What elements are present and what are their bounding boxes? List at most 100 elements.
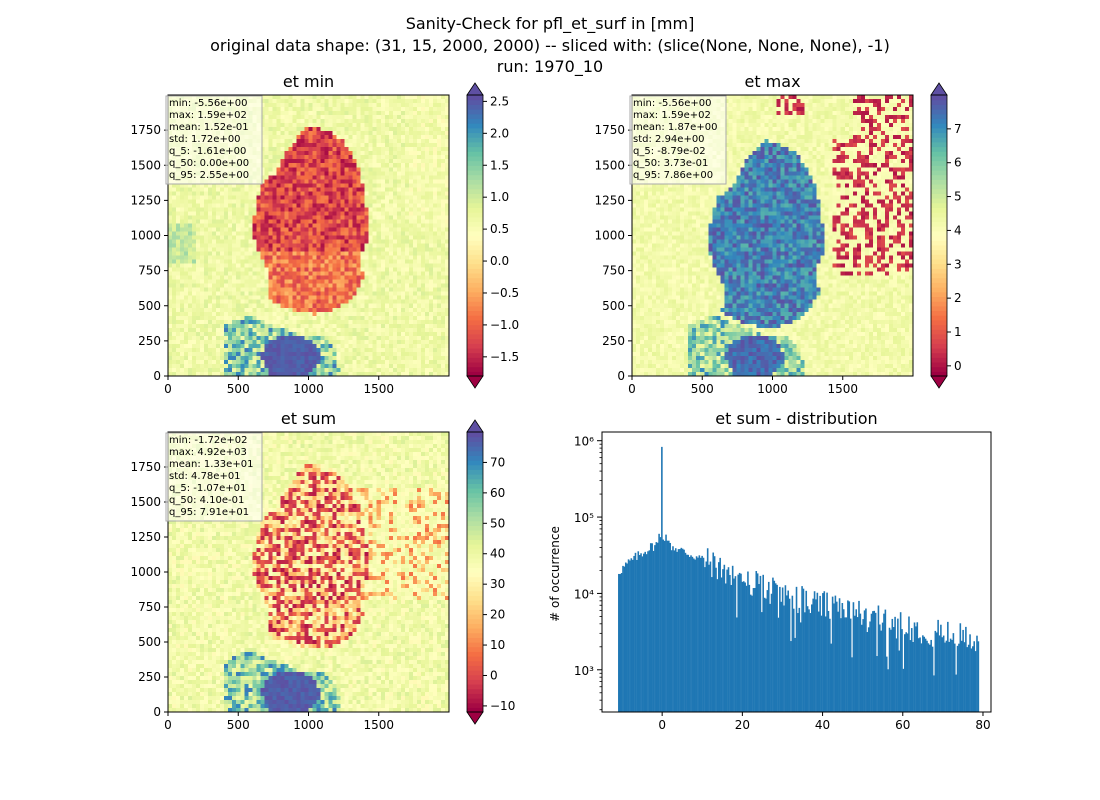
hist-y-tick-label: 10⁶	[574, 435, 594, 449]
colorbar-segment	[467, 665, 483, 671]
colorbar-segment	[467, 188, 483, 194]
y-tick-label-2-0: 0	[617, 369, 625, 383]
colorbar-segment	[467, 183, 483, 190]
y-tick-label-2-4: 1000	[594, 229, 625, 243]
histogram-bar	[766, 590, 769, 712]
histogram-bar	[670, 550, 673, 712]
colorbar-segment	[467, 315, 483, 321]
histogram-bar	[720, 577, 723, 712]
histogram-bar	[784, 585, 787, 712]
colorbar-extend-min	[466, 375, 484, 389]
histogram-bar	[933, 675, 935, 712]
colorbar-segment	[467, 352, 483, 358]
colorbar-segment	[467, 656, 483, 662]
y-tick-label-3-6: 1500	[130, 495, 161, 509]
x-tick-label-2-1: 500	[691, 382, 714, 396]
colorbar-segment	[467, 586, 483, 592]
colorbar-segment	[467, 263, 483, 269]
histogram-bar	[759, 575, 762, 712]
colorbar-segment	[467, 127, 483, 134]
colorbar-segment	[467, 198, 483, 204]
colorbar-segment	[931, 301, 947, 307]
y-tick-label-1-0: 0	[153, 369, 161, 383]
colorbar-segment	[931, 193, 947, 199]
histogram-bar	[649, 543, 652, 712]
histogram-bar	[909, 640, 912, 712]
colorbar-segment	[467, 296, 483, 302]
histogram-bar	[640, 553, 642, 712]
histogram-bar	[734, 576, 737, 712]
histogram-bar	[958, 643, 960, 712]
colorbar-segment	[467, 118, 483, 124]
histogram-bar	[704, 567, 706, 712]
histogram-bar	[651, 543, 653, 712]
colorbar-segment	[467, 595, 483, 601]
colorbar-segment	[467, 618, 483, 624]
y-tick-label-1-2: 500	[138, 299, 161, 313]
histogram-bar	[881, 622, 884, 712]
histogram-bar	[910, 628, 913, 712]
histogram-bar	[902, 668, 905, 712]
colorbar-segment	[931, 272, 947, 279]
stats-line-1-6: q_95: 2.55e+00	[169, 170, 249, 181]
histogram-bar	[841, 603, 844, 712]
histogram-bar	[769, 603, 771, 712]
colorbar-segment	[467, 132, 483, 138]
colorbar-segment	[467, 646, 483, 652]
stats-line-1-4: q_5: -1.61e+00	[169, 146, 246, 157]
colorbar-segment	[467, 441, 483, 447]
y-tick-label-3-7: 1750	[130, 460, 161, 474]
colorbar-extend-max	[930, 82, 948, 96]
histogram-bar	[659, 537, 662, 712]
histogram-bar	[815, 599, 817, 712]
histogram-bar	[730, 584, 733, 712]
histogram-bar	[672, 546, 674, 712]
histogram-bar	[956, 645, 959, 712]
colorbar-segment	[467, 516, 483, 522]
histogram-bar	[976, 635, 978, 712]
histogram-bar	[687, 554, 690, 712]
colorbar-segment	[467, 104, 483, 110]
histogram-bar	[856, 617, 859, 712]
y-tick-label-2-2: 500	[602, 299, 625, 313]
colorbar-segment	[931, 343, 947, 349]
colorbar-segment	[467, 371, 483, 377]
colorbar-segment	[467, 679, 483, 685]
colorbar-segment	[467, 123, 483, 129]
histogram-bar	[963, 642, 966, 712]
histogram-bar	[634, 552, 637, 712]
histogram-bar	[661, 446, 663, 712]
colorbar-tick-label: 1.5	[490, 158, 509, 172]
colorbar-segment	[467, 282, 483, 288]
stats-line-2-3: std: 2.94e+00	[633, 134, 705, 145]
colorbar-segment	[467, 202, 483, 208]
histogram-bar	[826, 592, 828, 712]
histogram-bar	[872, 611, 874, 712]
hist-x-tick-label: 20	[735, 718, 750, 732]
colorbar-segment	[467, 707, 483, 713]
histogram-bar	[701, 555, 703, 712]
colorbar-segment	[467, 137, 483, 143]
histogram-bar	[733, 578, 735, 712]
y-tick-label-3-1: 250	[138, 670, 161, 684]
colorbar-segment	[931, 141, 947, 148]
colorbar-segment	[467, 254, 483, 260]
histogram-bar	[938, 635, 941, 712]
histogram-frame	[601, 431, 992, 713]
histogram-bar	[641, 556, 644, 712]
colorbar-segment	[467, 670, 483, 676]
histogram-bar	[860, 624, 863, 712]
histogram-bar	[835, 601, 838, 712]
colorbar-segment	[467, 460, 483, 466]
hist-x-tick-label: 0	[658, 718, 666, 732]
colorbar-segment	[467, 581, 483, 587]
histogram-bar	[930, 639, 932, 712]
histogram-bar	[915, 626, 917, 712]
colorbar-tick-label: 3	[954, 257, 962, 271]
colorbar-tick-label: 2.0	[490, 126, 509, 140]
histogram-bar	[744, 582, 746, 712]
colorbar-segment	[467, 258, 483, 265]
colorbar-tick-label: 70	[490, 455, 505, 469]
histogram-bar	[715, 567, 717, 712]
histogram-bar	[779, 586, 781, 712]
